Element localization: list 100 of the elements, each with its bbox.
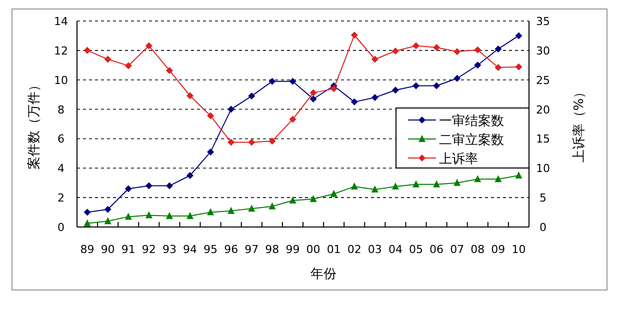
point [474,175,482,182]
y2-tick-label: 20 [536,103,550,116]
x-tick-label: 98 [265,243,280,256]
y-tick-label: 6 [58,132,64,146]
point [228,138,235,146]
point [84,46,91,54]
point [104,206,112,213]
point [166,182,173,190]
x-axis-title: 年份 [310,267,337,282]
y-tick-label: 0 [58,221,64,234]
x-tick-label: 00 [306,243,320,256]
point [494,45,502,52]
point [515,32,522,40]
point [494,64,502,71]
x-tick-label: 89 [80,243,94,256]
point [268,202,276,210]
legend-label: 上诉率 [439,151,478,167]
y-tick-label: 4 [58,162,64,176]
point [289,196,296,204]
x-tick-label: 91 [121,243,136,256]
point [124,212,132,220]
point [248,138,256,146]
x-tick-label: 96 [224,243,238,256]
point [207,148,214,156]
y2-tick-label: 10 [536,162,550,176]
x-tick-label: 06 [430,243,444,256]
point [454,178,461,186]
point [350,98,358,106]
y-tick-label: 14 [54,15,68,28]
point [392,48,399,55]
point [268,78,276,85]
point [412,180,420,188]
y-axis-title: 案件数（万件） [26,78,42,170]
point [454,48,461,56]
point [474,62,482,69]
y2-tick-label: 30 [536,44,550,58]
x-tick-label: 05 [409,243,423,256]
point [84,208,91,216]
x-tick-label: 02 [347,243,362,256]
point [207,208,214,216]
y2-tick-label: 25 [536,74,550,87]
x-tick-label: 07 [450,243,464,256]
point [515,63,522,70]
x-tick-label: 08 [470,243,485,256]
x-tick-label: 03 [368,243,382,256]
point [289,116,296,123]
x-tick-label: 95 [204,243,218,256]
point [433,82,440,90]
x-tick-label: 90 [100,243,115,256]
x-tick-label: 04 [388,243,402,256]
y2-axis-title: 上诉率（%） [571,85,587,163]
point [124,62,132,70]
x-tick-label: 10 [512,243,526,256]
point [515,172,522,178]
point [186,92,194,100]
point [330,85,338,92]
point [145,42,152,50]
y2-tick-label: 5 [540,192,546,205]
point [166,66,173,74]
y-tick-label: 10 [54,74,68,87]
point [166,212,173,219]
point [433,180,440,188]
point [145,182,152,190]
point [371,94,378,102]
point [330,190,338,197]
x-tick-label: 01 [326,243,341,256]
point [228,106,235,113]
x-tick-label: 99 [286,243,300,256]
point [412,82,420,90]
y2-tick-label: 35 [536,15,550,28]
point [310,195,317,202]
point [84,219,91,226]
point [474,46,482,54]
point [454,74,461,82]
x-tick-label: 09 [491,243,506,256]
point [228,206,235,214]
point [310,95,317,102]
point [268,138,276,145]
point [371,56,378,63]
point [124,185,132,192]
point [248,204,256,212]
point [392,86,399,94]
x-tick-label: 97 [244,243,259,256]
y2-tick-label: 0 [540,221,546,234]
y-tick-label: 2 [58,192,64,205]
point [104,56,112,63]
point [310,89,317,96]
point [104,217,112,224]
x-tick-label: 94 [183,243,197,256]
point [186,212,194,219]
point [392,182,399,190]
x-tick-label: 93 [162,243,176,256]
point [145,211,152,218]
y-tick-label: 12 [54,44,68,58]
point [207,112,214,120]
y-tick-label: 8 [58,103,64,116]
point [248,92,256,100]
point [289,78,296,85]
x-tick-label: 92 [142,243,156,256]
point [371,185,378,192]
